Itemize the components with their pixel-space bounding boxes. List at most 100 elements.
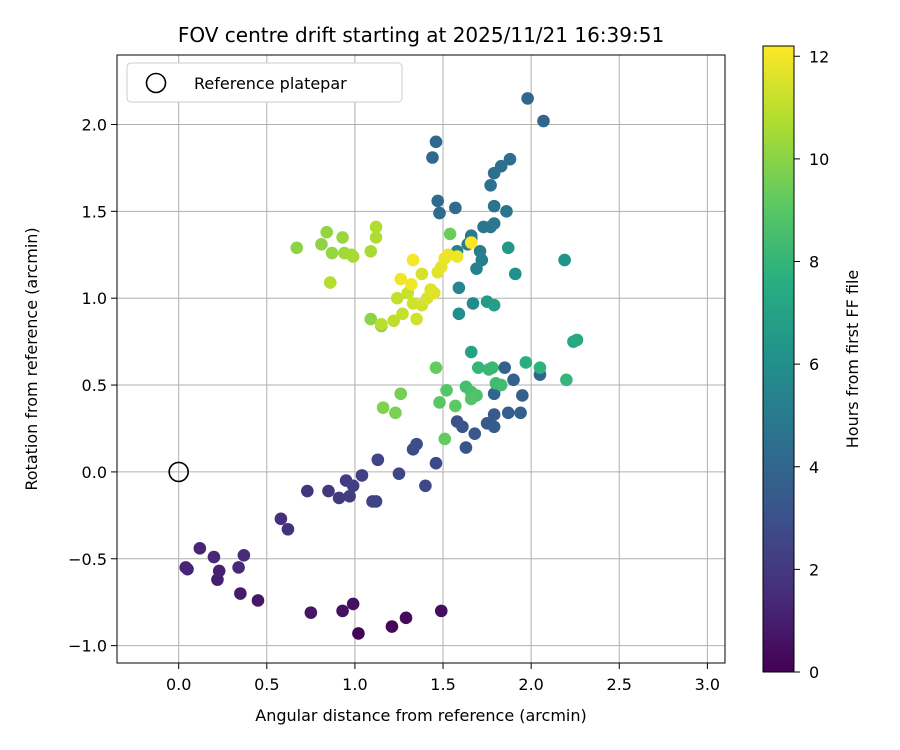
data-point	[371, 453, 385, 467]
data-point	[501, 241, 515, 255]
data-point	[315, 238, 328, 251]
x-tick-label: 3.0	[695, 675, 720, 694]
data-point	[392, 467, 406, 480]
data-point	[394, 272, 408, 286]
data-point	[470, 262, 483, 275]
data-point	[389, 406, 402, 420]
data-point	[336, 231, 349, 244]
data-point	[323, 276, 337, 289]
data-point	[346, 479, 360, 493]
data-point	[501, 406, 515, 420]
data-point	[237, 548, 251, 562]
plot-grid	[117, 55, 725, 663]
x-tick-label: 2.5	[607, 675, 632, 694]
data-point	[251, 594, 265, 607]
data-point	[320, 225, 334, 239]
data-point	[406, 253, 420, 267]
data-point	[369, 231, 383, 244]
data-point	[181, 562, 194, 576]
data-point	[464, 392, 478, 406]
data-point	[415, 267, 429, 281]
colorbar-label: Hours from first FF file	[843, 270, 862, 449]
data-point	[570, 333, 584, 347]
y-tick-label: 1.0	[82, 289, 107, 308]
colorbar-tick-label: 0	[809, 663, 819, 682]
legend: Reference platepar	[126, 62, 403, 103]
colorbar-tick-label: 2	[809, 560, 819, 579]
data-point	[346, 250, 360, 263]
data-point	[405, 278, 418, 291]
data-point	[452, 307, 466, 321]
data-point	[516, 389, 529, 402]
data-point	[429, 135, 443, 149]
y-tick-label: −1.0	[68, 637, 107, 656]
x-tick-label: 0.5	[254, 675, 279, 694]
x-axis-label: Angular distance from reference (arcmin)	[255, 706, 586, 725]
data-point	[232, 561, 245, 574]
data-point	[537, 114, 550, 128]
x-tick-label: 2.0	[518, 675, 543, 694]
legend-box	[126, 62, 403, 103]
data-point	[419, 479, 432, 493]
data-point	[433, 396, 446, 409]
x-axis-ticks: 0.0 0.5 1.0 1.5 2.0 2.5 3.0	[166, 663, 720, 694]
data-point	[471, 361, 485, 374]
colorbar-tick-label: 8	[809, 253, 819, 272]
reference-point-marker	[168, 461, 189, 483]
data-point	[464, 236, 478, 249]
data-point	[464, 345, 478, 359]
data-point	[508, 267, 522, 281]
data-point	[459, 441, 473, 454]
data-point	[234, 587, 247, 600]
colorbar-tick-label: 4	[809, 458, 819, 477]
y-tick-label: 0.0	[82, 463, 107, 482]
y-tick-label: 2.0	[82, 115, 107, 134]
colorbar-tick-label: 10	[809, 150, 829, 169]
y-axis-label: Rotation from reference (arcmin)	[22, 227, 41, 490]
y-tick-label: 1.5	[82, 202, 107, 221]
data-point	[325, 246, 339, 260]
data-point	[322, 484, 335, 498]
data-point	[193, 542, 207, 555]
data-point	[519, 356, 533, 369]
colorbar-tick-label: 6	[809, 355, 819, 374]
data-point	[375, 317, 388, 331]
colorbar-tick-label: 12	[809, 47, 829, 66]
data-point	[364, 312, 378, 326]
legend-reference-marker	[145, 72, 167, 94]
data-point	[484, 178, 497, 192]
data-point	[533, 361, 547, 374]
data-point	[558, 253, 571, 267]
data-point	[281, 522, 295, 536]
data-point	[426, 151, 439, 164]
data-point	[487, 408, 501, 421]
data-point	[440, 383, 453, 397]
data-point	[390, 291, 404, 305]
data-point	[466, 297, 480, 310]
colorbar-ticks: 0 2 4 6 8 10 12	[794, 47, 829, 682]
data-point	[364, 244, 378, 258]
data-point	[369, 495, 383, 508]
data-point	[427, 286, 441, 300]
data-point	[410, 437, 423, 451]
data-point	[431, 194, 445, 208]
data-point	[355, 469, 369, 482]
data-point	[376, 401, 390, 414]
data-point	[487, 420, 501, 434]
data-point	[274, 512, 288, 526]
data-point	[438, 432, 452, 446]
data-point	[290, 241, 304, 255]
data-point	[433, 206, 446, 220]
data-point	[486, 361, 499, 374]
data-point	[212, 564, 226, 578]
data-point	[369, 220, 383, 234]
data-point	[503, 152, 517, 166]
data-point	[301, 484, 314, 498]
data-point	[304, 606, 318, 619]
x-tick-label: 1.5	[430, 675, 455, 694]
legend-label: Reference platepar	[194, 74, 347, 93]
chart-title: FOV centre drift starting at 2025/11/21 …	[178, 23, 664, 47]
data-point	[410, 312, 423, 326]
x-tick-label: 0.0	[166, 675, 191, 694]
